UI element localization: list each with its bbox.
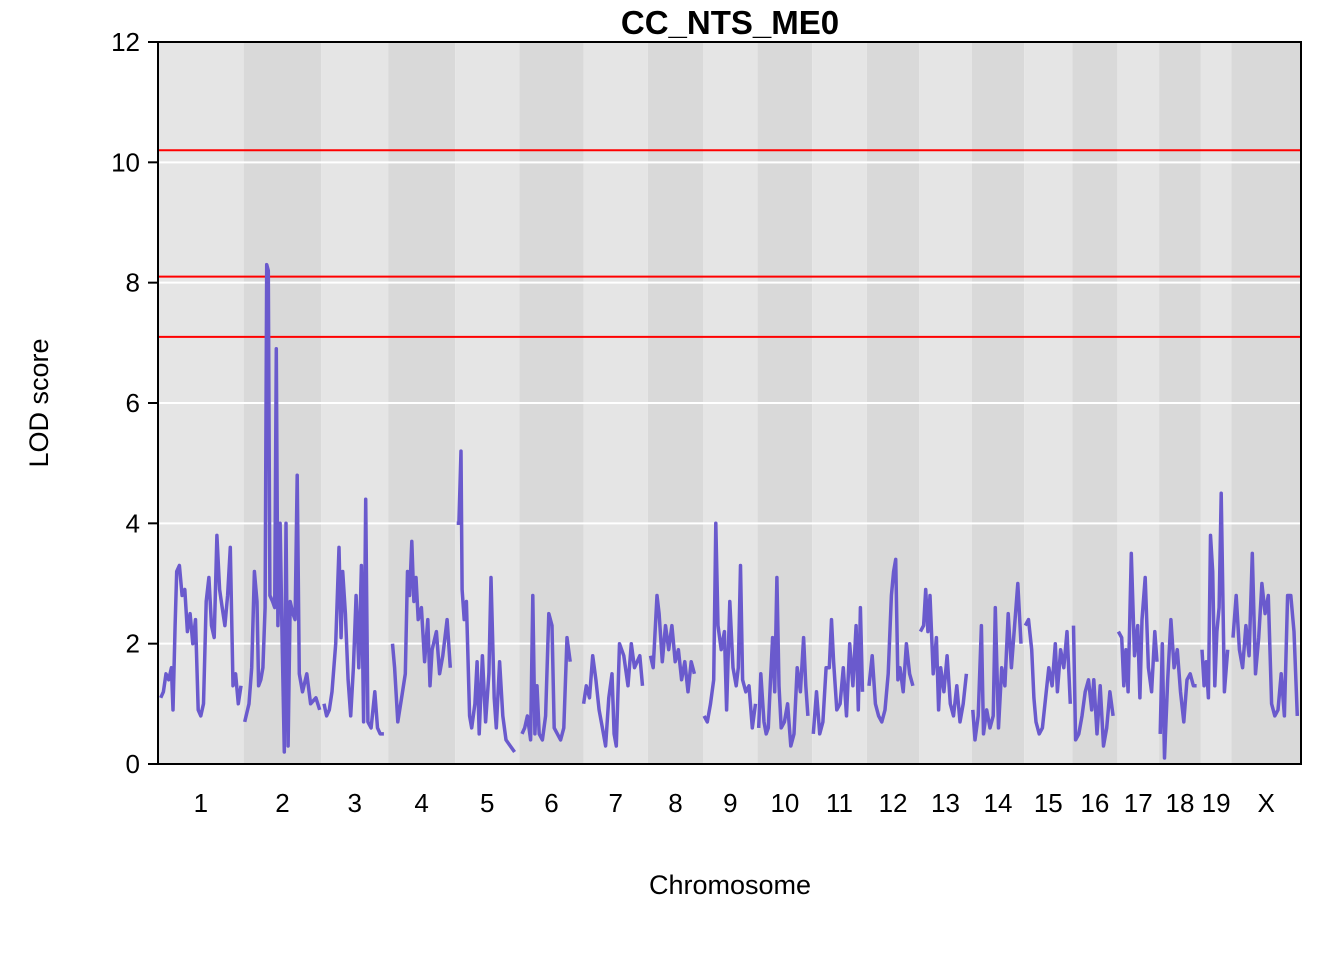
x-tick-label: X xyxy=(1258,788,1275,818)
threshold-lines xyxy=(158,149,1301,338)
x-tick-label: 7 xyxy=(609,788,623,818)
x-tick-label: 13 xyxy=(931,788,960,818)
x-tick-label: 4 xyxy=(414,788,428,818)
x-tick-label: 16 xyxy=(1080,788,1109,818)
lod-curve-segment xyxy=(1116,551,1159,700)
x-tick-label: 11 xyxy=(826,788,853,818)
x-tick-label: 3 xyxy=(348,788,362,818)
lod-curve-segment xyxy=(971,581,1023,742)
lod-series xyxy=(159,262,1300,760)
lod-curve-segment xyxy=(581,641,645,748)
lod-curve-segment xyxy=(648,593,697,694)
x-tick-label: 15 xyxy=(1034,788,1063,818)
x-tick-label: 6 xyxy=(544,788,558,818)
lod-curve-segment xyxy=(756,575,810,748)
y-tick-label: 8 xyxy=(126,268,140,298)
lod-curve-segment xyxy=(1200,491,1230,700)
lod-curve-segment xyxy=(242,262,322,754)
x-tick-label: 17 xyxy=(1124,788,1153,818)
x-tick-label: 1 xyxy=(194,788,208,818)
x-axis-title: Chromosome xyxy=(649,870,811,900)
lod-curve-segment xyxy=(390,539,453,724)
y-tick-label: 2 xyxy=(126,629,140,659)
y-tick-label: 12 xyxy=(111,27,140,57)
lod-curve-segment xyxy=(159,533,243,718)
x-tick-label: 2 xyxy=(275,788,289,818)
x-tick-label: 19 xyxy=(1202,788,1231,818)
lod-curve-segment xyxy=(702,521,758,730)
y-axis: 0 2 4 6 8 10 12 xyxy=(111,27,158,779)
lod-curve-segment xyxy=(867,557,915,724)
lod-curve-segment xyxy=(1071,625,1115,748)
chart-title: CC_NTS_ME0 xyxy=(621,4,839,41)
y-tick-label: 10 xyxy=(111,147,140,177)
y-tick-label: 4 xyxy=(126,508,140,538)
x-tick-label: 8 xyxy=(668,788,682,818)
x-tick-label: 5 xyxy=(480,788,494,818)
x-tick-label: 18 xyxy=(1166,788,1195,818)
lod-curve-segment xyxy=(1023,617,1073,736)
x-tick-label: 9 xyxy=(723,788,737,818)
lod-curve-segment xyxy=(456,449,517,754)
x-tick-label: 14 xyxy=(984,788,1013,818)
y-axis-title: LOD score xyxy=(24,338,54,467)
x-tick-label: 12 xyxy=(879,788,908,818)
lod-curve-segment xyxy=(811,605,865,736)
x-axis: 1 2 3 4 5 6 7 8 9 10 11 12 13 14 15 16 17 18 19 X xyxy=(194,788,1275,818)
lod-curve-segment xyxy=(322,497,384,736)
lod-curve-segment xyxy=(1158,617,1197,760)
lod-curve-segment xyxy=(1231,551,1300,718)
x-tick-label: 10 xyxy=(770,788,799,818)
y-tick-label: 6 xyxy=(126,388,140,418)
y-tick-label: 0 xyxy=(126,749,140,779)
lod-curve-segment xyxy=(520,593,572,742)
lod-curve-segment xyxy=(918,587,969,724)
